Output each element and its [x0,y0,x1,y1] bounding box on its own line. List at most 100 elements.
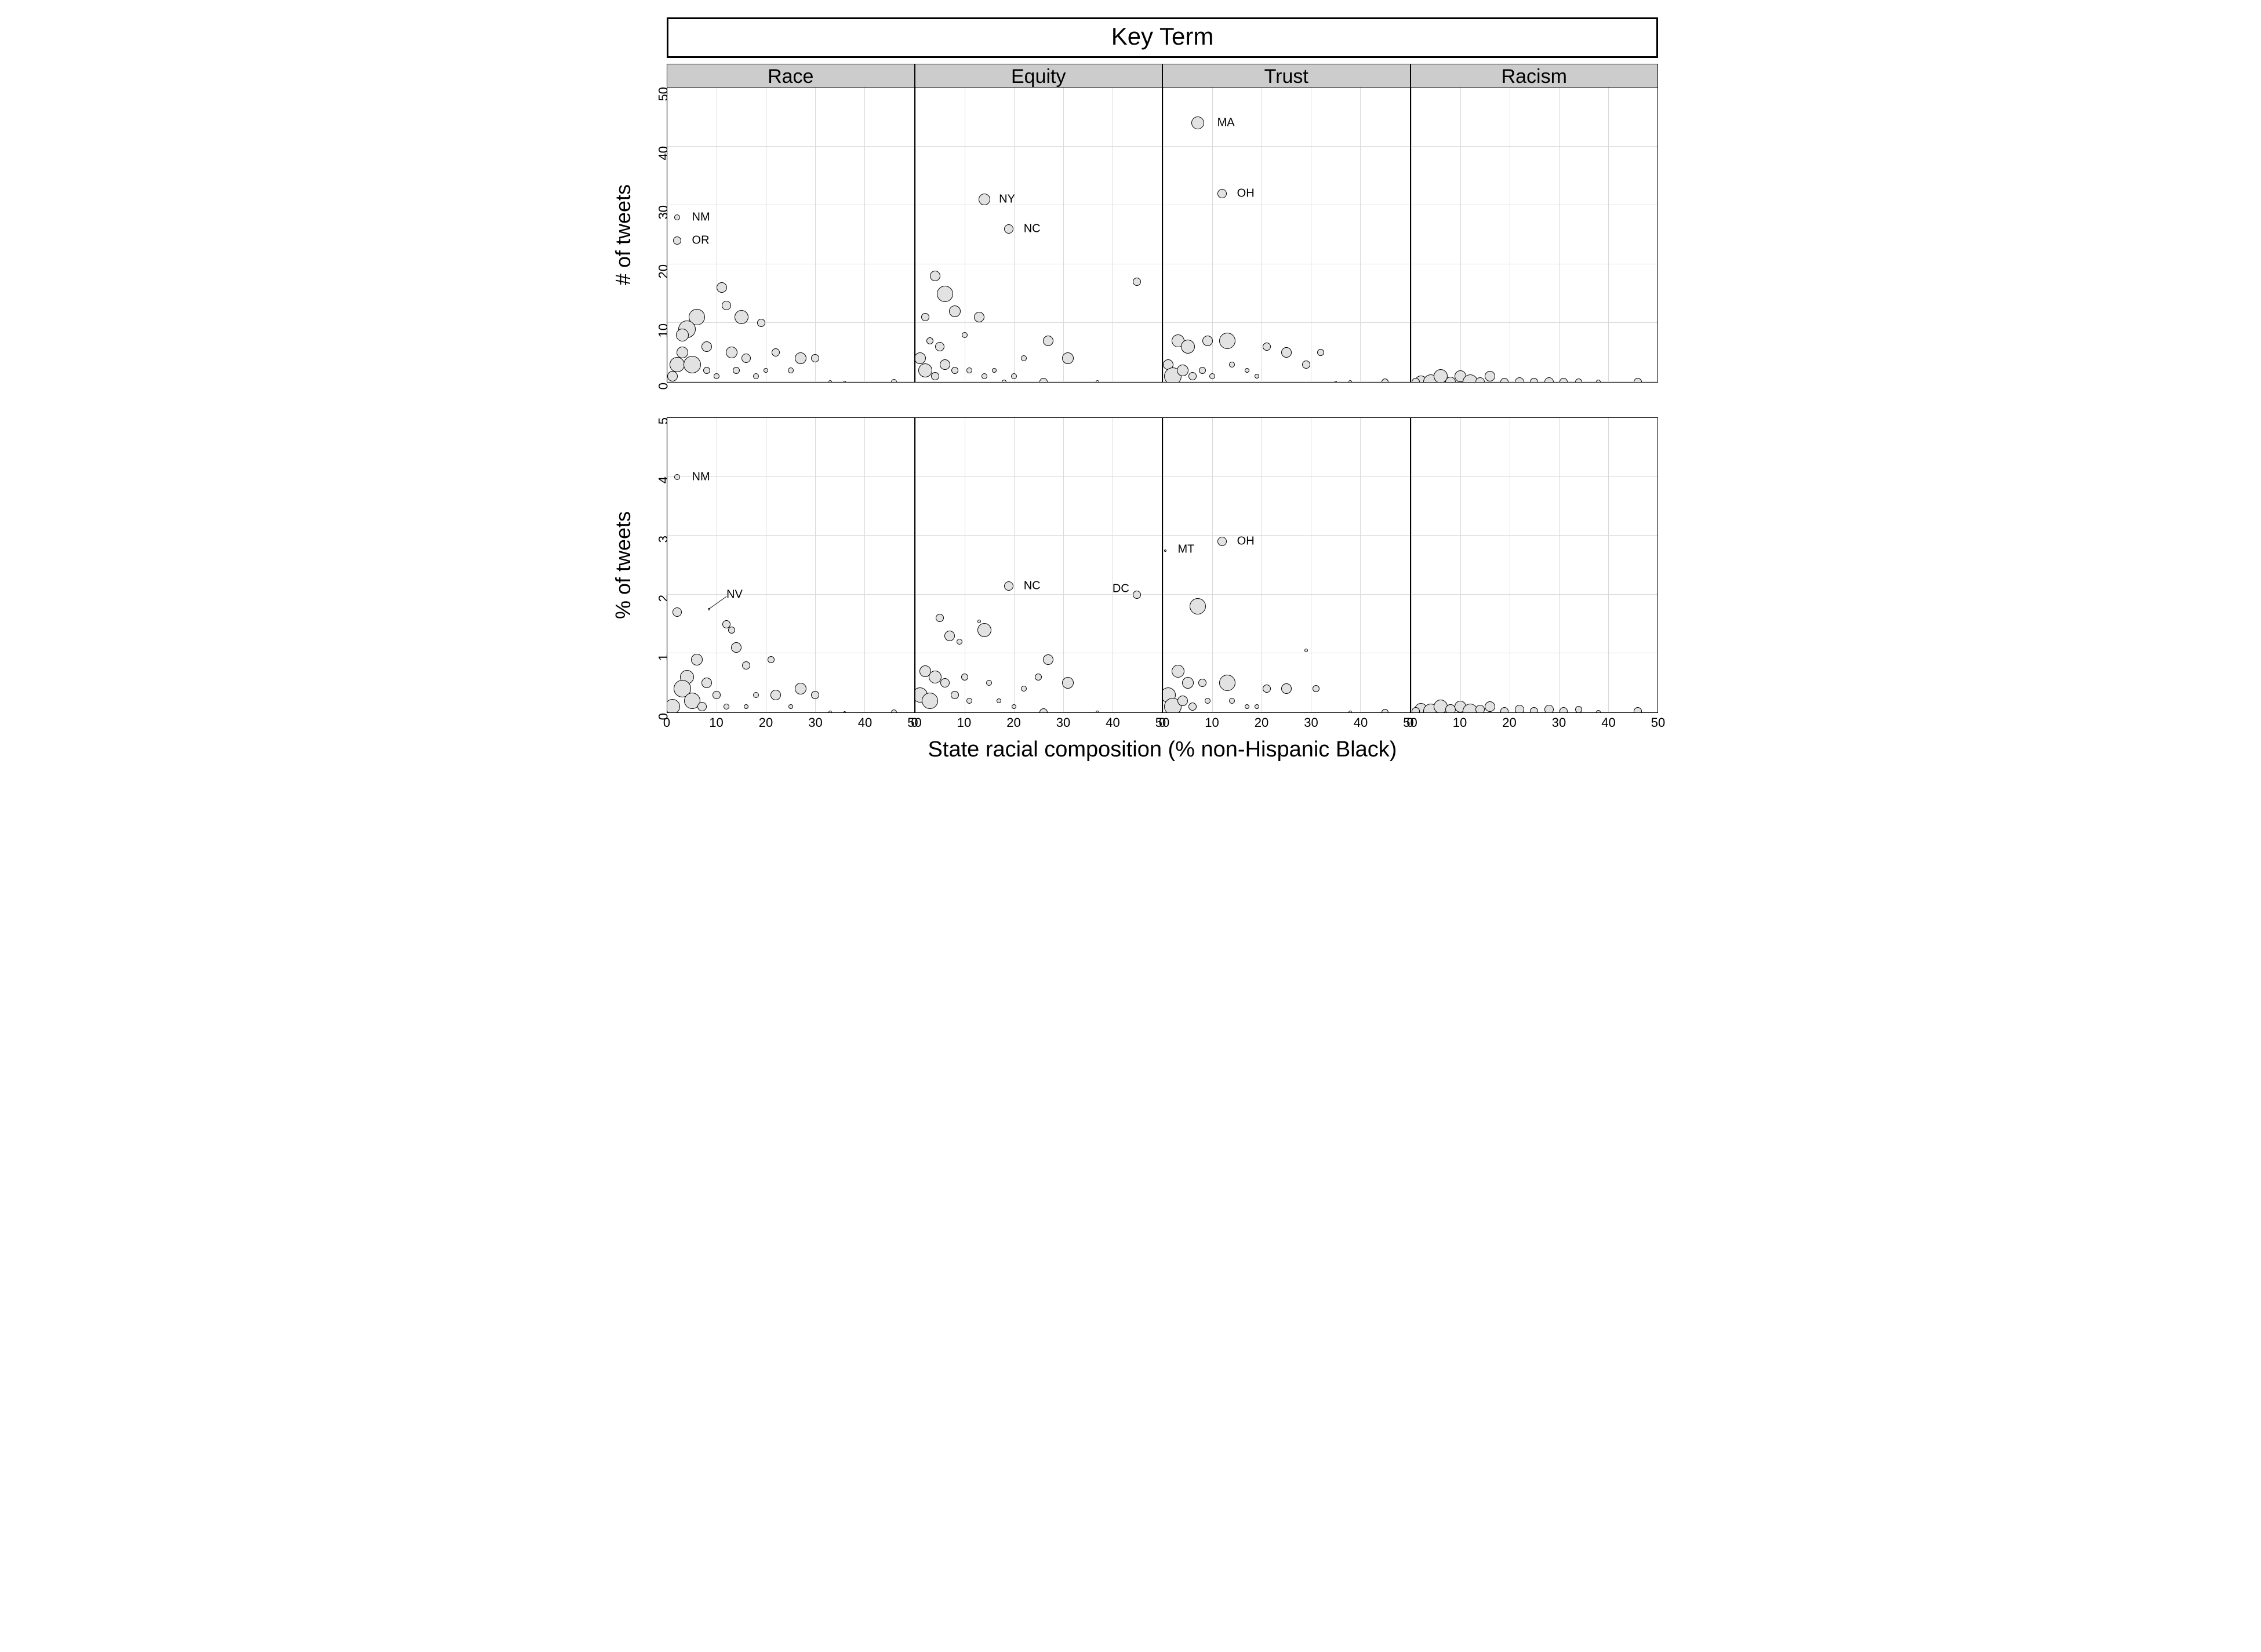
data-point [1188,372,1197,380]
x-ticks: 01020304050 [915,715,1163,730]
data-point [1219,333,1235,349]
data-point [674,474,680,480]
data-point [1475,377,1485,383]
data-point [944,631,955,641]
data-point [986,680,992,686]
data-point [1255,704,1259,709]
data-point [1255,374,1259,379]
data-point [931,372,939,380]
data-point [697,702,707,711]
data-point [1304,649,1308,652]
data-point [1245,704,1249,709]
data-point [1217,537,1227,546]
data-point [670,357,685,372]
data-point [966,698,972,704]
data-point [951,367,958,374]
data-point [982,373,987,379]
data-point [676,329,689,341]
point-label: NC [1024,579,1041,592]
data-point [1096,380,1099,383]
data-point [937,286,953,302]
data-point [1217,189,1227,198]
data-point [741,354,751,363]
facet-strip: Trust [1162,64,1411,87]
point-label: OH [1237,535,1255,548]
point-label: NM [692,470,710,483]
data-point [1634,378,1642,383]
data-point [930,271,940,281]
data-point [1412,378,1420,383]
data-point [1382,709,1388,713]
data-point [929,671,942,683]
data-point [940,359,950,370]
data-point [1004,224,1013,234]
data-point [1229,362,1235,367]
data-point [1190,598,1206,614]
data-point [667,699,680,713]
data-point [684,356,701,373]
data-point [811,691,819,699]
data-point [1485,371,1495,381]
data-point [1164,550,1166,552]
data-point [795,683,806,694]
title-box: Key Term [667,17,1658,58]
data-point [722,301,731,310]
data-point [1096,711,1099,713]
data-point [764,368,768,373]
data-point [1515,377,1524,383]
data-point [1043,336,1053,346]
panel: MT OH [1162,417,1411,713]
data-point [1062,352,1074,364]
data-point [1530,378,1538,383]
panel: MAOH [1162,87,1411,383]
point-label: MT [1178,543,1195,556]
data-point [673,607,682,617]
y-ticks: 012345 [644,417,667,713]
panel-wrap: MTOH01020304050 [1162,417,1411,713]
y-ticks: 01020304050 [644,87,667,383]
data-point [1198,679,1206,687]
panel: NMOR [667,87,915,383]
data-point [1002,380,1006,383]
panel: NCDC [915,417,1163,713]
data-point [744,704,748,709]
data-point [940,678,950,687]
point-label: NY [999,193,1015,206]
panel-wrap: NYNC [915,87,1163,383]
data-point [1205,698,1211,704]
data-point [701,678,712,688]
panel-wrap: 01020304050 [1411,417,1659,713]
data-point [728,627,735,634]
data-point [1021,355,1027,361]
data-point [1544,705,1554,713]
x-ticks: 01020304050 [1162,715,1411,730]
data-point [1575,706,1582,713]
data-point [768,656,775,663]
data-point [714,373,719,379]
data-point [677,347,688,358]
point-label: NM [692,210,710,224]
data-point [992,368,997,373]
data-point [788,704,793,709]
data-point [724,704,729,709]
data-point [1313,685,1319,692]
x-ticks: 01020304050 [667,715,915,730]
data-point [951,691,959,699]
data-point [1530,707,1538,713]
data-point [713,691,721,699]
data-point [770,690,781,700]
x-ticks: 01020304050 [1411,715,1659,730]
data-point [935,342,944,351]
data-point [1263,685,1271,693]
y-axis-label: # of tweets [603,87,644,383]
data-point [1181,340,1195,354]
facet-strip: Equity [915,64,1163,87]
data-point [1133,591,1141,599]
data-point [1382,379,1388,383]
data-point [1035,674,1042,681]
data-point [1560,378,1568,383]
data-point [1281,683,1292,694]
data-point [703,367,710,374]
data-point [957,639,962,645]
panel-wrap [1411,87,1659,383]
